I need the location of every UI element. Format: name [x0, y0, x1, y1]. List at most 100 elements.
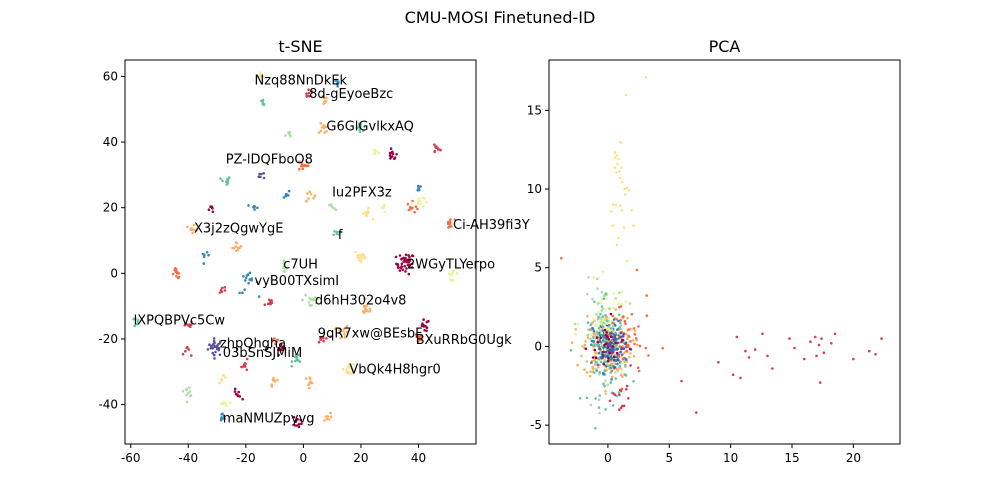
data-point	[644, 346, 648, 350]
data-point	[615, 243, 619, 247]
data-point	[339, 336, 342, 340]
data-point	[611, 203, 615, 206]
data-point	[294, 359, 297, 363]
data-point	[407, 260, 411, 264]
data-point	[771, 367, 774, 370]
data-point	[273, 380, 277, 383]
data-point	[591, 321, 594, 324]
data-point	[319, 121, 323, 125]
data-point	[202, 262, 206, 265]
data-point	[586, 314, 589, 318]
data-point	[747, 356, 751, 359]
data-point	[368, 307, 372, 311]
data-point	[608, 342, 612, 346]
data-point	[329, 415, 333, 419]
data-point	[181, 390, 185, 393]
data-point	[389, 147, 393, 150]
data-point	[592, 336, 595, 339]
data-point	[325, 96, 328, 100]
data-point	[617, 157, 621, 161]
data-point	[283, 260, 287, 263]
data-point	[323, 96, 326, 100]
data-point	[593, 371, 596, 374]
data-point	[624, 93, 628, 97]
data-point	[620, 387, 624, 391]
data-point	[305, 160, 309, 164]
data-point	[598, 371, 601, 374]
data-point	[336, 80, 340, 83]
data-point	[345, 330, 349, 334]
data-point	[314, 296, 317, 299]
data-point	[619, 373, 623, 377]
data-point	[603, 358, 606, 362]
data-point	[234, 245, 237, 248]
data-point	[616, 341, 620, 345]
data-point	[621, 338, 624, 342]
point-annotation: VbQk4H8hgr0	[349, 363, 440, 378]
data-point	[419, 202, 423, 205]
data-point	[601, 320, 605, 323]
data-point	[260, 99, 263, 103]
data-point	[407, 258, 411, 261]
data-point	[329, 335, 332, 339]
data-point	[205, 251, 209, 254]
data-point	[619, 319, 623, 322]
data-point	[627, 341, 630, 345]
data-point	[602, 350, 605, 354]
data-point	[624, 300, 628, 303]
data-point	[766, 354, 769, 358]
data-point	[614, 371, 617, 374]
data-point	[325, 129, 328, 133]
data-point	[607, 307, 611, 310]
figure-suptitle: CMU-MOSI Finetuned-ID	[404, 8, 596, 27]
data-point	[398, 269, 402, 272]
point-annotation: lXPQBPVc5Cw	[134, 313, 226, 328]
data-point	[599, 336, 602, 340]
data-point	[347, 371, 351, 374]
x-tick-label: 0	[300, 451, 308, 465]
data-point	[368, 310, 371, 313]
data-point	[262, 172, 266, 175]
data-point	[421, 205, 425, 208]
data-point	[628, 302, 632, 305]
data-point	[185, 322, 188, 326]
data-point	[417, 188, 421, 192]
data-point	[620, 362, 623, 365]
data-point	[271, 378, 275, 382]
data-point	[334, 327, 337, 331]
data-point	[588, 374, 592, 378]
data-point	[614, 331, 617, 335]
data-point	[614, 377, 618, 380]
data-point	[241, 291, 244, 295]
data-point	[605, 331, 608, 334]
data-point	[245, 357, 249, 361]
data-point	[242, 275, 245, 278]
data-point	[223, 286, 226, 289]
data-point	[341, 367, 345, 371]
data-point	[312, 197, 315, 200]
data-point	[623, 319, 627, 323]
data-point	[596, 287, 599, 291]
data-point	[364, 307, 367, 311]
data-point	[233, 390, 237, 393]
data-point	[133, 324, 136, 328]
data-point	[282, 196, 286, 199]
data-point	[270, 383, 274, 387]
data-point	[603, 369, 607, 373]
data-point	[606, 346, 610, 349]
data-point	[304, 377, 308, 380]
data-point	[623, 187, 626, 190]
data-point	[637, 369, 641, 373]
data-point	[618, 345, 622, 348]
data-point	[258, 75, 261, 79]
data-point	[190, 320, 193, 324]
data-point	[425, 329, 428, 333]
data-point	[175, 275, 178, 278]
data-point	[600, 309, 603, 312]
data-point	[619, 389, 623, 393]
data-point	[644, 76, 648, 79]
data-point	[201, 252, 205, 256]
point-annotation: G6GlGvlkxAQ	[326, 120, 414, 135]
data-point	[228, 401, 232, 404]
data-point	[284, 194, 288, 198]
